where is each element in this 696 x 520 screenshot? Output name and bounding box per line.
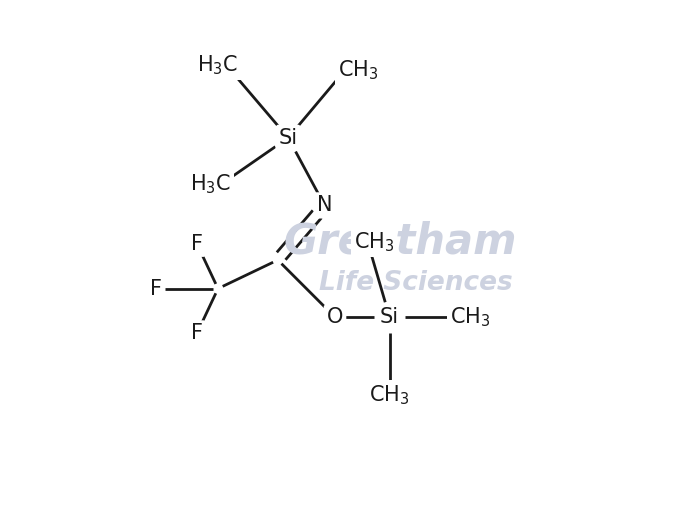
Text: $\mathregular{H_3C}$: $\mathregular{H_3C}$	[198, 53, 239, 77]
Text: Si: Si	[380, 307, 400, 327]
Text: $\mathregular{CH_3}$: $\mathregular{CH_3}$	[370, 383, 410, 407]
Text: F: F	[150, 279, 161, 298]
Text: $\mathregular{CH_3}$: $\mathregular{CH_3}$	[338, 58, 379, 82]
Text: O: O	[327, 307, 343, 327]
Text: F: F	[191, 235, 203, 254]
Text: $\mathregular{CH_3}$: $\mathregular{CH_3}$	[450, 305, 491, 329]
Text: $\mathregular{H_3C}$: $\mathregular{H_3C}$	[189, 173, 231, 197]
Text: Life Sciences: Life Sciences	[319, 270, 512, 296]
Text: N: N	[317, 196, 333, 215]
Text: $\mathregular{CH_3}$: $\mathregular{CH_3}$	[354, 230, 394, 254]
Text: Si: Si	[278, 128, 298, 148]
Text: F: F	[191, 323, 203, 343]
Text: Grentham: Grentham	[283, 221, 516, 263]
